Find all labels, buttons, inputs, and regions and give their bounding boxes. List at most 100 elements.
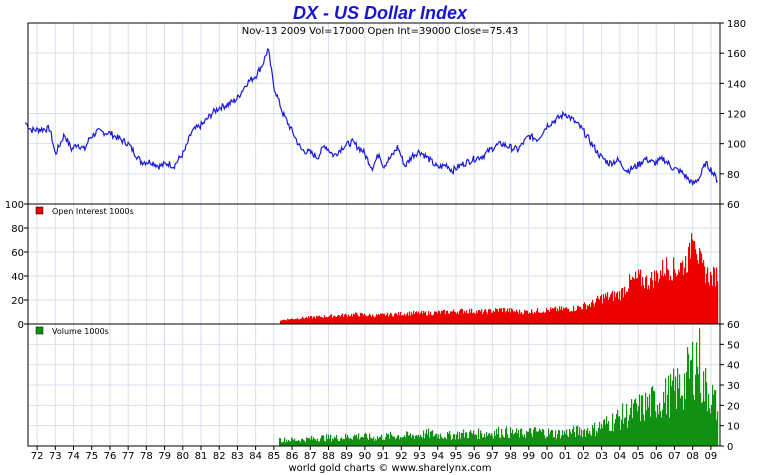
volume-bar [669, 417, 671, 446]
volume-bar [307, 438, 309, 446]
open-interest-bar [404, 313, 406, 324]
open-interest-bar [438, 310, 440, 324]
open-interest-bar [364, 313, 366, 324]
volume-bar [471, 432, 473, 446]
volume-bar [416, 435, 418, 446]
volume-bar [562, 430, 564, 446]
open-interest-bar [378, 314, 380, 324]
volume-bar [311, 435, 313, 446]
open-interest-bar [677, 274, 679, 324]
volume-bar [712, 385, 714, 446]
volume-bar [287, 441, 289, 446]
open-interest-bar [388, 316, 390, 324]
open-interest-bar [628, 288, 630, 324]
open-interest-bar [461, 308, 463, 324]
volume-bar [587, 427, 589, 446]
volume-bar [461, 432, 463, 446]
open-interest-bar [313, 316, 315, 324]
volume-bar [339, 441, 341, 446]
open-interest-bar [371, 316, 373, 324]
open-interest-bar [692, 239, 694, 324]
open-interest-bar [586, 309, 588, 324]
open-interest-bar [439, 311, 441, 324]
open-interest-bar [355, 312, 357, 324]
open-interest-bar [500, 308, 502, 324]
volume-bar [697, 366, 699, 446]
open-interest-bar [303, 318, 305, 324]
open-interest-y-tick-label: 80 [11, 224, 24, 235]
volume-bar [492, 436, 494, 446]
volume-bar [297, 440, 299, 446]
open-interest-bar [660, 270, 662, 324]
open-interest-bar [412, 314, 414, 324]
open-interest-bar [664, 273, 666, 324]
open-interest-bar [518, 313, 520, 324]
open-interest-bar [284, 319, 286, 324]
open-interest-bar [306, 317, 308, 324]
volume-bar [543, 429, 545, 446]
open-interest-bar [318, 316, 320, 324]
x-tick-label: 83 [231, 451, 244, 462]
open-interest-bar [285, 320, 287, 324]
volume-bar [310, 439, 312, 446]
open-interest-bar [503, 308, 505, 324]
volume-bar [288, 439, 290, 446]
volume-bar [483, 436, 485, 446]
open-interest-bar [296, 319, 298, 324]
volume-bar [364, 434, 366, 446]
open-interest-bar [440, 313, 442, 324]
x-tick-label: 01 [559, 451, 572, 462]
open-interest-bar [353, 313, 355, 324]
open-interest-bar [607, 292, 609, 324]
open-interest-bar [281, 320, 283, 324]
volume-bar [620, 429, 622, 446]
open-interest-bar [436, 311, 438, 324]
volume-bar [551, 429, 553, 446]
volume-bar [290, 441, 292, 446]
open-interest-bar [361, 313, 363, 324]
x-tick-label: 91 [377, 451, 390, 462]
open-interest-bar [609, 297, 611, 324]
volume-bar [354, 434, 356, 446]
volume-bar [489, 433, 491, 446]
volume-bar [448, 433, 450, 446]
open-interest-bar [375, 316, 377, 324]
volume-bar [616, 414, 618, 446]
open-interest-bars [280, 233, 719, 324]
open-interest-bar [700, 251, 702, 324]
open-interest-bar [703, 260, 705, 324]
open-interest-bar [425, 311, 427, 324]
volume-bar [421, 436, 423, 446]
volume-bar [520, 428, 522, 446]
volume-bar [671, 386, 673, 446]
open-interest-bar [320, 317, 322, 324]
open-interest-bar [302, 316, 304, 324]
open-interest-bar [561, 306, 563, 324]
open-interest-bar [449, 313, 451, 324]
volume-bar [538, 431, 540, 446]
volume-bar [306, 437, 308, 446]
volume-bar [346, 437, 348, 446]
volume-y-tick-label: 40 [727, 361, 740, 372]
volume-bar [550, 431, 552, 446]
volume-bar [473, 430, 475, 446]
open-interest-bar [414, 313, 416, 324]
x-tick-label: 85 [267, 451, 280, 462]
volume-bar [704, 401, 706, 446]
volume-bar [294, 438, 296, 446]
volume-y-tick-label: 50 [727, 340, 740, 351]
open-interest-bar [314, 316, 316, 324]
open-interest-bar [626, 291, 628, 324]
open-interest-bar [691, 233, 693, 324]
open-interest-bar [552, 308, 554, 324]
open-interest-bar [543, 311, 545, 324]
open-interest-bar [696, 254, 698, 324]
volume-bar [430, 431, 432, 446]
volume-bar [576, 426, 578, 446]
open-interest-bar [633, 278, 635, 324]
volume-bar [672, 380, 674, 446]
open-interest-bar [686, 272, 688, 324]
volume-bar [695, 374, 697, 446]
open-interest-bar [421, 310, 423, 324]
open-interest-y-tick-label: 40 [11, 272, 24, 283]
